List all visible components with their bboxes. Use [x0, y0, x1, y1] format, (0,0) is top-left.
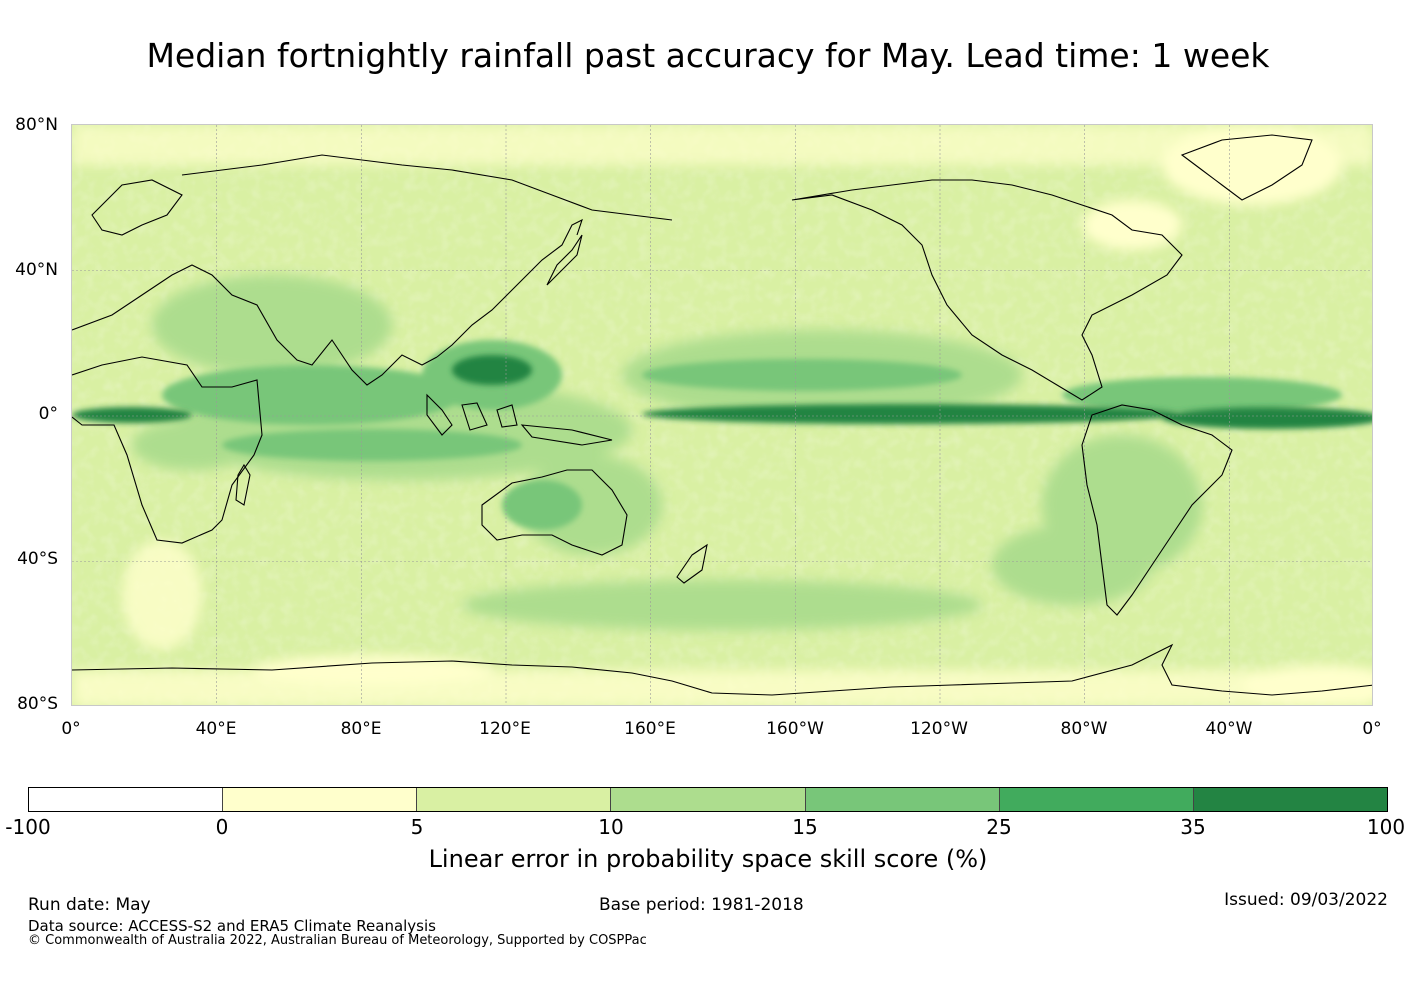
colorbar-tick: 10	[598, 815, 624, 839]
issued-date: Issued: 09/03/2022	[1224, 890, 1388, 910]
colorbar-tick: 0	[215, 815, 229, 839]
colorbar	[28, 787, 1388, 812]
colorbar-tick: 100	[1366, 815, 1406, 839]
colorbar-tick: -100	[5, 815, 51, 839]
lon-tick-80e: 80°E	[340, 719, 382, 739]
lat-tick-40s: 40°S	[17, 549, 58, 569]
lat-tick-80s: 80°S	[17, 694, 58, 714]
lat-tick-40n: 40°N	[15, 260, 58, 280]
lon-tick-120e: 120°E	[479, 719, 531, 739]
colorbar-tick: 25	[986, 815, 1012, 839]
colorbar-segment	[611, 788, 806, 811]
colorbar-tick: 5	[410, 815, 424, 839]
graticule	[72, 125, 1372, 705]
lon-tick-0-left: 0°	[61, 719, 81, 739]
lon-tick-80w: 80°W	[1060, 719, 1108, 739]
colorbar-label: Linear error in probability space skill …	[428, 845, 988, 873]
data-source: Data source: ACCESS-S2 and ERA5 Climate …	[28, 917, 436, 935]
lon-tick-120w: 120°W	[910, 719, 968, 739]
colorbar-segment	[999, 788, 1194, 811]
lon-tick-160w: 160°W	[766, 719, 824, 739]
colorbar-tick: 35	[1180, 815, 1206, 839]
lat-tick-0: 0°	[38, 404, 58, 424]
map-canvas	[72, 125, 1372, 705]
base-period: Base period: 1981-2018	[599, 895, 804, 915]
lat-tick-80n: 80°N	[15, 115, 58, 135]
high-skill-bands	[162, 340, 1342, 530]
map-title: Median fortnightly rainfall past accurac…	[146, 36, 1270, 75]
coastlines	[72, 134, 1372, 696]
colorbar-segment	[417, 788, 612, 811]
lon-tick-160e: 160°E	[624, 719, 676, 739]
colorbar-segment	[29, 788, 224, 811]
colorbar-segment	[805, 788, 1000, 811]
colorbar-tick: 15	[792, 815, 818, 839]
colorbar-segment	[1193, 788, 1387, 811]
lon-tick-40e: 40°E	[195, 719, 237, 739]
highest-skill-equatorial-band	[72, 355, 1372, 429]
lon-tick-0-right: 0°	[1362, 719, 1382, 739]
colorbar-segment	[223, 788, 418, 811]
run-date: Run date: May	[28, 895, 151, 915]
low-skill-regions	[72, 125, 1372, 705]
skill-score-map	[71, 124, 1373, 706]
copyright: © Commonwealth of Australia 2022, Austra…	[28, 933, 647, 948]
lon-tick-40w: 40°W	[1205, 719, 1253, 739]
